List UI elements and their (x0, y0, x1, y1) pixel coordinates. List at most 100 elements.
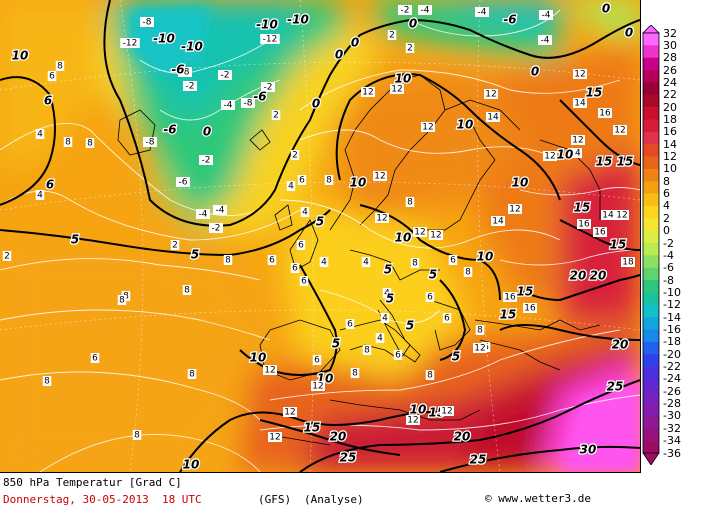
contour-label: -4 (221, 100, 235, 111)
contour-label: 4 (35, 190, 45, 201)
contour-label-box (425, 370, 435, 380)
contour-label-text: -4 (478, 8, 487, 18)
contour-label: 6 (47, 71, 57, 82)
legend-swatch (643, 415, 659, 429)
contour-label-text: 15 (617, 155, 634, 169)
contour-label-text: 10 (457, 118, 474, 132)
legend-swatch (643, 230, 659, 244)
contour-label: 10 (10, 47, 29, 64)
contour-label-box (241, 98, 255, 108)
legend-swatch (643, 428, 659, 441)
legend-tick-label: 30 (663, 38, 677, 52)
contour-label: 0 (311, 95, 322, 112)
legend-swatch (643, 317, 659, 330)
contour-label-text: 0 (409, 17, 417, 31)
contour-label: 15 (584, 84, 603, 101)
contour-label-text: -4 (224, 101, 233, 111)
contour-label: -6 (502, 11, 518, 28)
legend-tick-label: 10 (663, 162, 677, 176)
contour-label-text: 16 (594, 228, 606, 238)
contour-label: 6 (299, 276, 309, 287)
contour-label-box (213, 205, 227, 215)
contour-label-box (406, 415, 420, 425)
contour-label: 16 (523, 303, 537, 314)
contour-label: 10 (510, 174, 529, 191)
contour-label-text: 12 (269, 433, 280, 443)
contour-label-box (473, 343, 487, 353)
contour-label-text: 10 (183, 458, 200, 472)
contour-label-text: 6 (427, 293, 433, 303)
contour-label-text: 12 (509, 205, 520, 215)
contour-label-text: 8 (44, 377, 50, 387)
contour-label: 12 (615, 210, 629, 221)
contour-label-text: 10 (395, 231, 412, 245)
contour-label-text: 6 (450, 256, 456, 266)
contour-label-box (221, 100, 235, 110)
contour-label-text: 8 (407, 198, 413, 208)
contour-label-text: 20 (454, 430, 471, 444)
legend-tick-label: -36 (663, 446, 681, 460)
contour-label-box (312, 355, 322, 365)
contour-label: 6 (442, 313, 452, 324)
contour-label-text: 5 (429, 268, 437, 282)
contour-label-box (183, 81, 197, 91)
contour-label-box (361, 257, 371, 267)
legend-colorbar (642, 24, 660, 466)
contour-label: 10 (181, 456, 200, 472)
contour-label: 12 (429, 230, 443, 241)
contour-label: 6 (267, 255, 277, 266)
legend-swatch (643, 181, 659, 194)
contour-label: 2 (2, 251, 12, 262)
legend-tick-label: -22 (663, 360, 681, 374)
contour-label: -10 (152, 30, 176, 47)
legend-tick-label: 26 (663, 63, 677, 77)
contour-label-text: 12 (430, 231, 441, 241)
contour-label: 2 (405, 43, 415, 54)
contour-label: 8 (463, 267, 473, 278)
contour-label-box (373, 171, 387, 181)
contour-label-text: 14 (602, 211, 614, 221)
contour-label-text: 6 (314, 356, 320, 366)
legend-tick-label: -34 (663, 434, 681, 448)
contour-label: -4 (538, 35, 552, 46)
contour-label: 4 (286, 181, 296, 192)
contour-label-box (2, 251, 12, 261)
contour-label-text: 5 (384, 263, 392, 277)
contour-label-box (223, 255, 233, 265)
contour-label-text: 25 (607, 380, 624, 394)
contour-label-box (425, 292, 435, 302)
contour-label: 16 (577, 219, 591, 230)
contour-label-box (90, 353, 100, 363)
contour-label: -12 (260, 34, 280, 45)
contour-label-text: 5 (191, 248, 199, 262)
legend-tick-label: 24 (663, 75, 677, 89)
contour-label-box (491, 216, 505, 226)
contour-label: 6 (290, 263, 300, 274)
contour-label-text: 15 (517, 285, 534, 299)
contour-label-text: 4 (363, 258, 369, 268)
contour-label-text: 10 (557, 148, 574, 162)
contour-label-text: -4 (541, 36, 550, 46)
legend-tick-label: 2 (663, 211, 670, 225)
contour-label-text: -2 (221, 71, 230, 81)
contour-label-text: -12 (263, 35, 278, 45)
contour-label-box (539, 10, 553, 20)
run-type: (Analyse) (304, 493, 364, 506)
contour-label-box (324, 175, 334, 185)
contour-label: -2 (183, 81, 197, 92)
legend-swatch (643, 193, 659, 207)
legend-tick-label: 20 (663, 100, 677, 114)
contour-label-text: -8 (143, 18, 152, 28)
contour-label-box (463, 267, 473, 277)
contour-label: -2 (398, 5, 412, 16)
contour-label: -8 (143, 137, 157, 148)
contour-label-text: -10 (181, 40, 203, 54)
legend-tick-label: -26 (663, 384, 681, 398)
contour-label-box (405, 43, 415, 53)
legend-swatch (643, 255, 659, 269)
contour-label-box (218, 70, 232, 80)
contour-label: 14 (491, 216, 505, 227)
contour-label-text: -4 (542, 11, 551, 21)
contour-label-box (573, 98, 587, 108)
contour-label-box (120, 38, 140, 48)
